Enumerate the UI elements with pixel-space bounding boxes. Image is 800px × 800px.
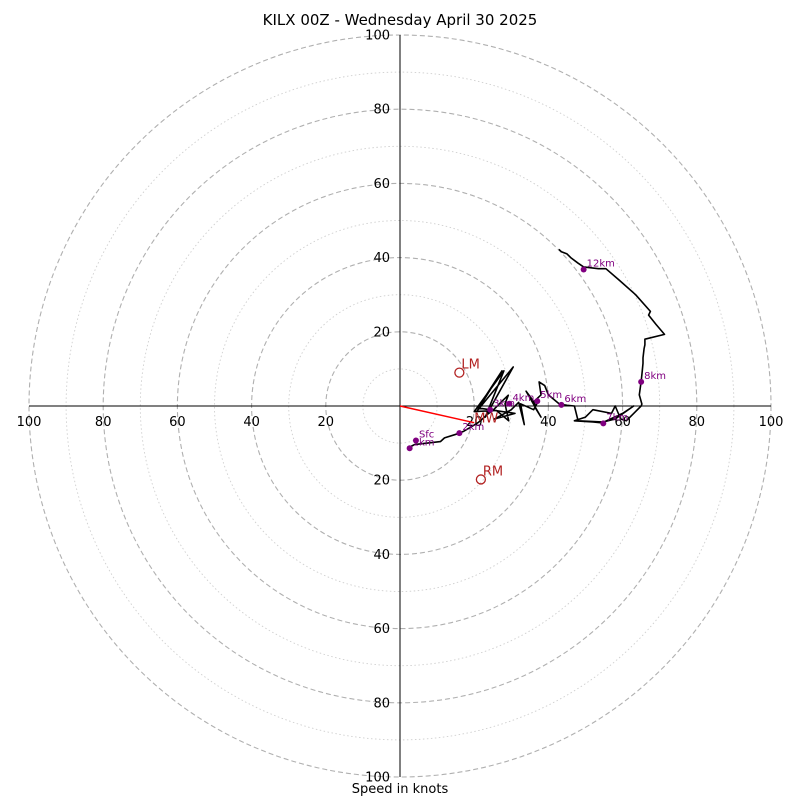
height-label: 2km (462, 422, 484, 433)
x-tick-label: 20 (318, 415, 335, 430)
height-label: 3km (493, 399, 515, 410)
height-marker-12km (580, 266, 587, 273)
y-tick-label: 60 (373, 177, 390, 192)
storm-motion-lm (454, 367, 465, 378)
x-tick-label: 60 (614, 415, 631, 430)
shear-line (399, 405, 475, 424)
storm-motion-label: RM (483, 464, 503, 479)
height-label: 4km (512, 393, 534, 404)
y-tick-label: 100 (365, 771, 390, 786)
x-tick-label: 80 (689, 415, 706, 430)
chart-title: KILX 00Z - Wednesday April 30 2025 (262, 11, 538, 29)
storm-motion-rm (475, 474, 487, 485)
height-label: Sfc (419, 430, 434, 441)
height-marker-4km (506, 400, 513, 407)
storm-motion-label: MW (474, 412, 498, 427)
height-marker-5km (534, 398, 541, 405)
height-label: 12km (587, 258, 615, 269)
y-tick-label: 60 (373, 622, 390, 637)
shear-vector (399, 405, 475, 424)
x-tick-label: 80 (95, 415, 112, 430)
height-label: 6km (564, 394, 586, 405)
height-marker-sfc (412, 437, 419, 444)
x-tick-label: 40 (540, 415, 557, 430)
y-tick-label: 20 (373, 325, 390, 340)
y-tick-label: 20 (373, 474, 390, 489)
height-marker-2km (456, 430, 463, 437)
y-tick-label: 80 (373, 103, 390, 118)
tick-labels: 1001008080606040402020202040406060808010… (17, 29, 784, 786)
y-tick-label: 40 (373, 548, 390, 563)
height-label: 5km (540, 390, 562, 401)
height-marker-7km (600, 420, 607, 427)
x-tick-label: 100 (759, 415, 784, 430)
height-marker-1km (406, 445, 413, 452)
y-tick-label: 100 (365, 29, 390, 44)
x-tick-label: 60 (169, 415, 186, 430)
x-tick-label: 100 (17, 415, 42, 430)
height-label: 1km (413, 437, 435, 448)
y-tick-label: 40 (373, 251, 390, 266)
y-tick-label: 80 (373, 696, 390, 711)
storm-motion-label: LM (461, 358, 479, 373)
height-marker-3km (487, 406, 494, 413)
height-label: 7km (606, 412, 628, 423)
height-marker-6km (558, 401, 565, 408)
x-axis-label: Speed in knots (351, 782, 449, 797)
x-tick-label: 40 (243, 415, 260, 430)
height-label: 8km (644, 371, 666, 382)
storm-motion-markers: LM RM MW (454, 358, 503, 485)
height-marker-8km (638, 378, 645, 385)
